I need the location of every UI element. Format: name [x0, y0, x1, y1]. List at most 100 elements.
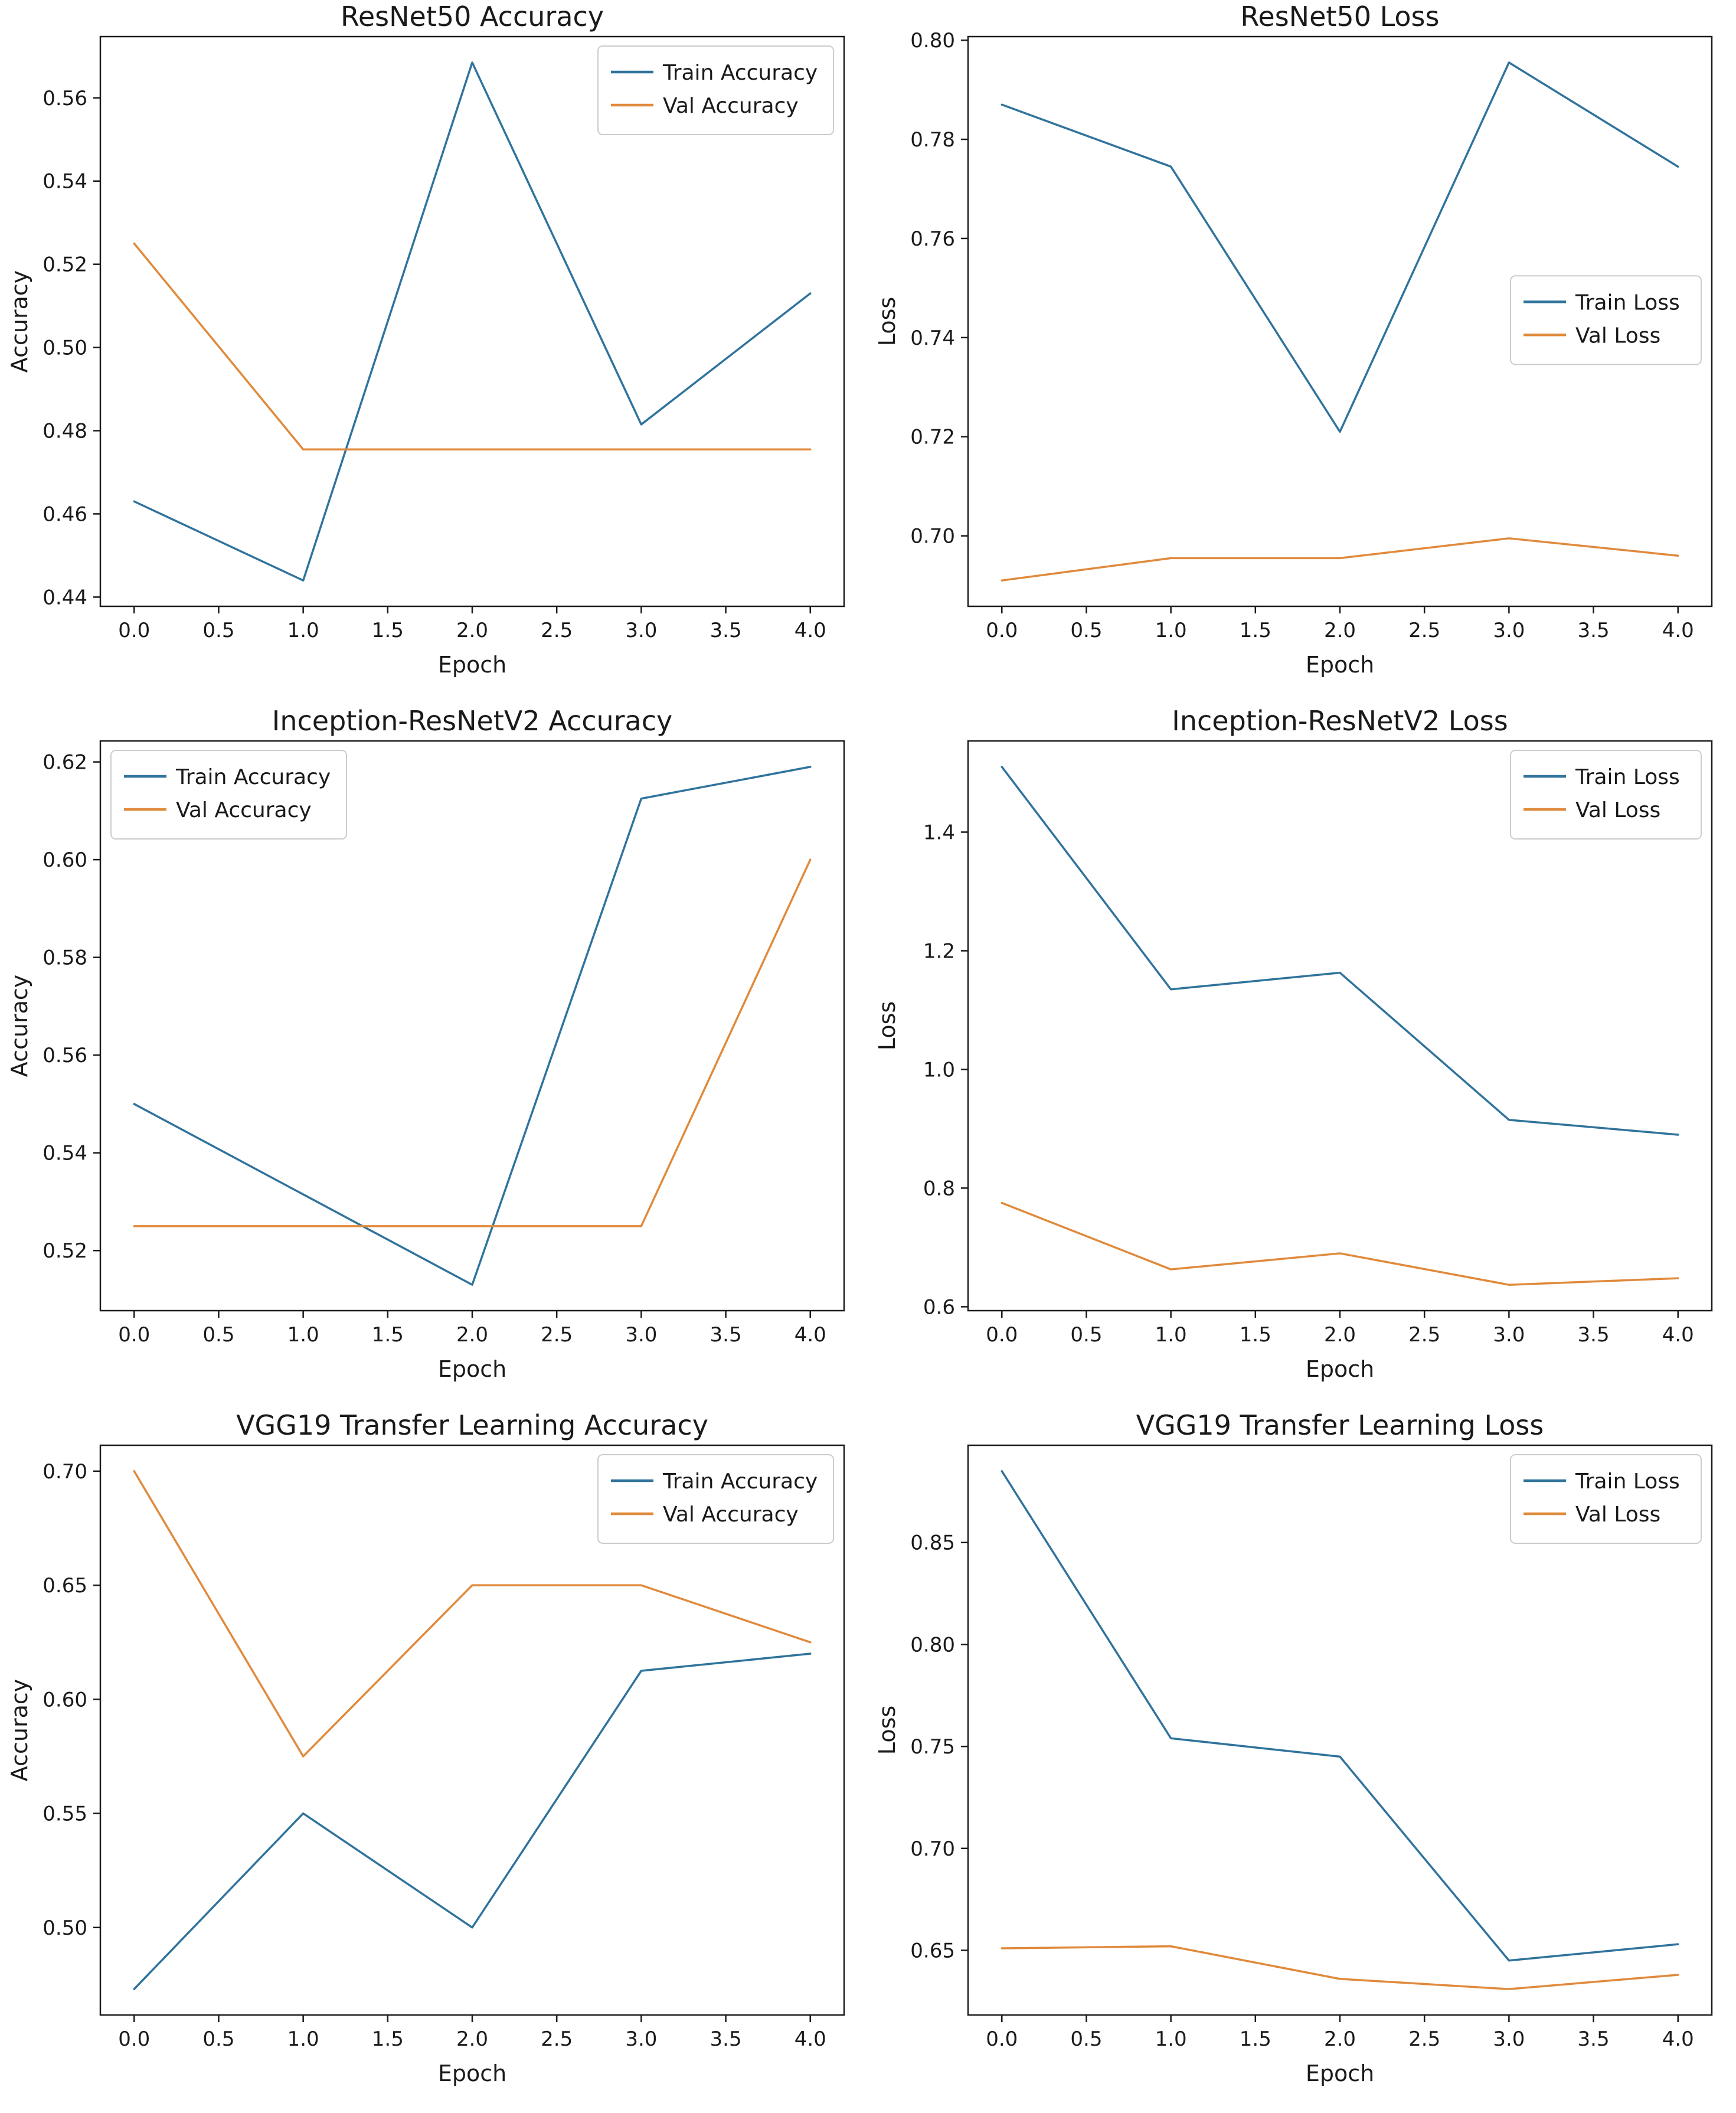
chart-resnet50-loss: ResNet50 Loss 0.0 0.5 1.0 1.5 2.0 2.5 3.0 3.5 4.0… [868, 0, 1735, 704]
x-tick-label: 3.5 [710, 619, 742, 642]
x-tick-label: 1.0 [1155, 1323, 1187, 1347]
chart-title: ResNet50 Accuracy [341, 1, 604, 32]
x-tick-label: 3.0 [625, 1323, 657, 1347]
x-tick-label: 1.0 [287, 1323, 319, 1347]
val-series-line [133, 242, 812, 450]
legend-label: Train Accuracy [175, 765, 331, 789]
legend-entry: Train Accuracy [611, 61, 818, 85]
legend-label: Train Loss [1575, 290, 1680, 315]
legend-label: Train Loss [1575, 765, 1680, 789]
chart-inception-resnetv2-accuracy-canvas: Inception-ResNetV2 Accuracy 0.0 0.5 1.0 1.5 2… [6, 705, 845, 1382]
legend: Train Loss Val Loss [1510, 1454, 1702, 1544]
x-tick-label: 1.5 [1240, 619, 1271, 642]
x-tick-label: 4.0 [795, 619, 826, 642]
y-tick-label: 0.60 [42, 848, 87, 872]
x-tick-label: 1.0 [287, 2027, 319, 2051]
x-tick-label: 4.0 [1662, 2027, 1694, 2051]
chart-title: VGG19 Transfer Learning Accuracy [236, 1409, 708, 1441]
y-axis-label: Accuracy [6, 975, 32, 1077]
x-tick-label: 2.0 [456, 2027, 488, 2051]
x-tick-label: 0.5 [1070, 2027, 1102, 2051]
x-tick-label: 0.5 [1070, 619, 1102, 642]
x-tick-label: 2.5 [541, 619, 573, 642]
legend-label: Val Loss [1575, 1503, 1660, 1527]
x-tick-label: 2.5 [1408, 2027, 1440, 2051]
y-axis-label: Loss [874, 1001, 900, 1050]
x-tick-label: 3.0 [625, 2027, 657, 2051]
chart-resnet50-loss-canvas: ResNet50 Loss 0.0 0.5 1.0 1.5 2.0 2.5 3.0 3.5 4.0… [874, 1, 1713, 678]
train-series-line [1001, 1470, 1679, 1962]
chart-resnet50-accuracy: ResNet50 Accuracy 0.0 0.5 1.0 1.5 2.0 2.5 3.0 3.… [0, 0, 868, 704]
legend: Train Accuracy Val Accuracy [597, 1454, 834, 1544]
x-tick-label: 2.5 [1408, 1323, 1440, 1347]
legend-entry: Val Loss [1524, 324, 1660, 348]
x-tick-label: 4.0 [795, 2027, 826, 2051]
y-tick-label: 0.80 [910, 29, 955, 53]
y-tick-label: 0.80 [910, 1633, 955, 1657]
legend-box [597, 45, 834, 135]
train-series-line [133, 766, 812, 1286]
y-tick-label: 0.8 [923, 1177, 955, 1200]
x-tick-label: 3.0 [625, 619, 657, 642]
y-axis-label: Loss [874, 1706, 900, 1755]
x-tick-label: 1.5 [372, 619, 404, 642]
x-tick-label: 4.0 [795, 1323, 826, 1347]
val-series-line [1001, 537, 1679, 582]
x-tick-label: 0.0 [986, 619, 1018, 642]
legend-box [110, 750, 347, 840]
y-tick-label: 0.85 [910, 1531, 955, 1555]
y-tick-label: 0.46 [42, 502, 87, 526]
y-tick-label: 0.75 [910, 1735, 955, 1759]
x-tick-label: 4.0 [1662, 1323, 1694, 1347]
x-tick-label: 3.0 [1493, 2027, 1525, 2051]
y-axis-label: Accuracy [6, 270, 32, 373]
chart-inception-resnetv2-loss-canvas: Inception-ResNetV2 Loss 0.0 0.5 1.0 1.5 2.0 2.… [874, 705, 1713, 1382]
legend-box [1510, 275, 1702, 365]
y-tick-label: 0.50 [42, 1916, 87, 1940]
chart-title: Inception-ResNetV2 Accuracy [272, 705, 673, 737]
legend-box [1510, 1454, 1702, 1544]
train-series-line [1001, 766, 1679, 1136]
x-tick-label: 1.5 [1240, 2027, 1271, 2051]
legend-label: Train Accuracy [662, 61, 818, 85]
legend-entry: Train Accuracy [611, 1469, 818, 1494]
y-tick-label: 0.60 [42, 1688, 87, 1712]
x-tick-label: 0.0 [118, 2027, 150, 2051]
y-tick-label: 0.54 [42, 1142, 87, 1165]
legend-label: Val Loss [1575, 324, 1660, 348]
y-tick-label: 0.55 [42, 1802, 87, 1826]
y-tick-label: 0.44 [42, 586, 87, 609]
legend: Train Accuracy Val Accuracy [597, 45, 834, 135]
x-tick-label: 0.5 [202, 1323, 234, 1347]
y-tick-label: 0.76 [910, 227, 955, 251]
chart-vgg19-transfer-learning-accuracy: VGG19 Transfer Learning Accuracy 0.0 0.5 1.… [0, 1409, 868, 2113]
chart-vgg19-transfer-learning-accuracy-canvas: VGG19 Transfer Learning Accuracy 0.0 0.5 1.… [6, 1409, 845, 2086]
train-series-line [1001, 61, 1679, 433]
x-tick-label: 0.0 [118, 1323, 150, 1347]
y-tick-label: 0.48 [42, 420, 87, 443]
x-tick-label: 0.5 [202, 2027, 234, 2051]
x-tick-label: 0.0 [986, 2027, 1018, 2051]
legend-entry: Val Accuracy [611, 1503, 799, 1527]
legend: Train Loss Val Loss [1510, 750, 1702, 840]
x-tick-label: 3.0 [1493, 619, 1525, 642]
y-axis-label: Loss [874, 297, 900, 346]
x-tick-label: 2.5 [541, 1323, 573, 1347]
legend: Train Accuracy Val Accuracy [110, 750, 347, 840]
x-tick-label: 0.5 [202, 619, 234, 642]
x-tick-label: 3.5 [1578, 619, 1610, 642]
x-axis-label: Epoch [1306, 652, 1374, 678]
y-tick-label: 0.56 [42, 1044, 87, 1067]
chart-resnet50-accuracy-canvas: ResNet50 Accuracy 0.0 0.5 1.0 1.5 2.0 2.5 3.0 3.… [6, 1, 845, 678]
legend-label: Val Accuracy [176, 798, 312, 822]
y-tick-label: 0.70 [42, 1460, 87, 1484]
x-tick-label: 1.0 [1155, 2027, 1187, 2051]
val-series-line [133, 1470, 812, 1758]
x-tick-label: 2.0 [456, 619, 488, 642]
x-tick-label: 1.5 [1240, 1323, 1271, 1347]
train-series-line [133, 61, 812, 582]
y-tick-label: 0.58 [42, 946, 87, 970]
y-tick-label: 0.54 [42, 170, 87, 194]
y-tick-label: 0.56 [42, 87, 87, 110]
x-tick-label: 2.0 [1324, 1323, 1356, 1347]
